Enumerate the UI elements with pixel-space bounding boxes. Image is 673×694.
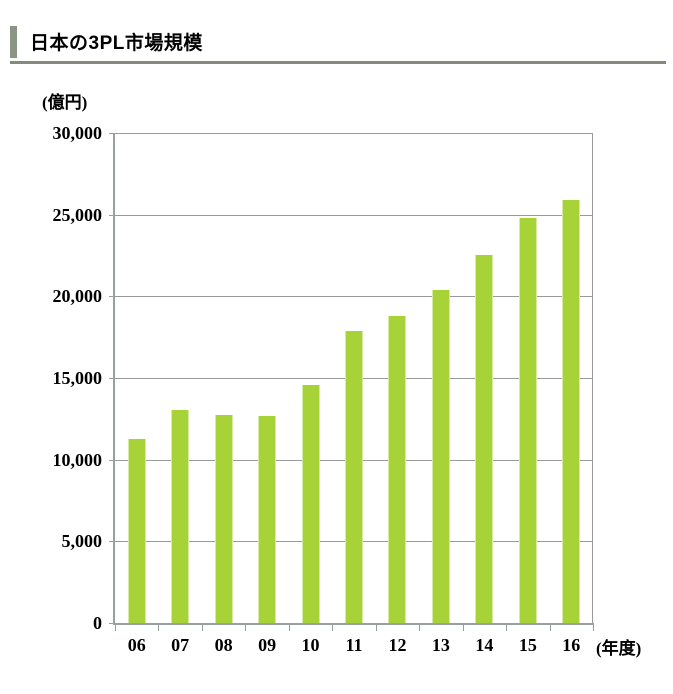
- x-axis-label-13: 13: [431, 635, 450, 655]
- y-axis-unit-label: (億円): [42, 93, 88, 112]
- bar-06: [127, 439, 146, 623]
- bar-11: [345, 331, 363, 623]
- x-axis-boundary-tick-4: [288, 625, 290, 631]
- x-axis-label-09: 09: [258, 635, 277, 655]
- x-axis-label-11: 11: [345, 635, 363, 655]
- y-axis-tick-20000: [109, 296, 115, 298]
- bar-07: [171, 410, 190, 623]
- x-axis-unit-label: (年度): [596, 639, 642, 658]
- y-axis-label-30000: 30,000: [52, 123, 103, 143]
- x-axis-boundary-tick-7: [419, 625, 421, 631]
- x-axis-label-16: 16: [562, 635, 581, 655]
- gridline-25000: [115, 214, 593, 216]
- bar-13: [431, 290, 450, 623]
- x-axis-label-07: 07: [171, 635, 190, 655]
- page-title: 日本の3PL市場規模: [30, 33, 203, 54]
- x-axis-boundary-tick-5: [332, 625, 334, 631]
- title-accent-bar: [10, 26, 17, 58]
- plot-area: [115, 133, 593, 623]
- x-axis-label-14: 14: [475, 635, 494, 655]
- y-axis-tick-10000: [109, 459, 115, 461]
- y-axis-label-15000: 15,000: [52, 368, 103, 388]
- bar-15: [518, 218, 537, 623]
- bar-08: [214, 415, 233, 623]
- bar-12: [388, 316, 407, 623]
- x-axis-boundary-tick-6: [375, 625, 377, 631]
- x-axis-boundary-tick-8: [462, 625, 464, 631]
- x-axis-label-10: 10: [301, 635, 320, 655]
- bar-14: [475, 255, 494, 623]
- x-axis-label-08: 08: [214, 635, 233, 655]
- bar-10: [301, 385, 320, 623]
- x-axis-line: [113, 623, 594, 625]
- x-axis-label-06: 06: [127, 635, 146, 655]
- x-axis-boundary-tick-10: [549, 625, 551, 631]
- x-axis-boundary-tick-0: [115, 625, 116, 631]
- y-axis-tick-30000: [109, 133, 115, 134]
- x-axis-boundary-tick-1: [158, 625, 160, 631]
- title-divider: [10, 61, 666, 64]
- gridline-20000: [115, 296, 593, 298]
- x-axis-boundary-tick-2: [201, 625, 203, 631]
- x-axis-boundary-tick-9: [506, 625, 508, 631]
- y-axis-tick-5000: [109, 541, 115, 543]
- y-axis-label-0: 0: [93, 613, 102, 633]
- x-axis-label-12: 12: [388, 635, 407, 655]
- y-axis-label-20000: 20,000: [52, 286, 103, 307]
- y-axis-label-10000: 10,000: [52, 449, 103, 470]
- x-axis-label-15: 15: [518, 635, 537, 655]
- y-axis-tick-15000: [109, 378, 115, 379]
- y-axis-label-25000: 25,000: [52, 204, 103, 225]
- bar-09: [258, 416, 277, 623]
- y-axis-line: [113, 133, 115, 625]
- gridline-30000: [115, 133, 593, 134]
- x-axis-boundary-tick-3: [245, 625, 247, 631]
- y-axis-tick-0: [109, 623, 115, 624]
- x-axis-boundary-tick-11: [593, 625, 594, 631]
- y-axis-tick-25000: [109, 214, 115, 216]
- y-axis-label-5000: 5,000: [61, 531, 103, 552]
- bar-16: [562, 200, 581, 623]
